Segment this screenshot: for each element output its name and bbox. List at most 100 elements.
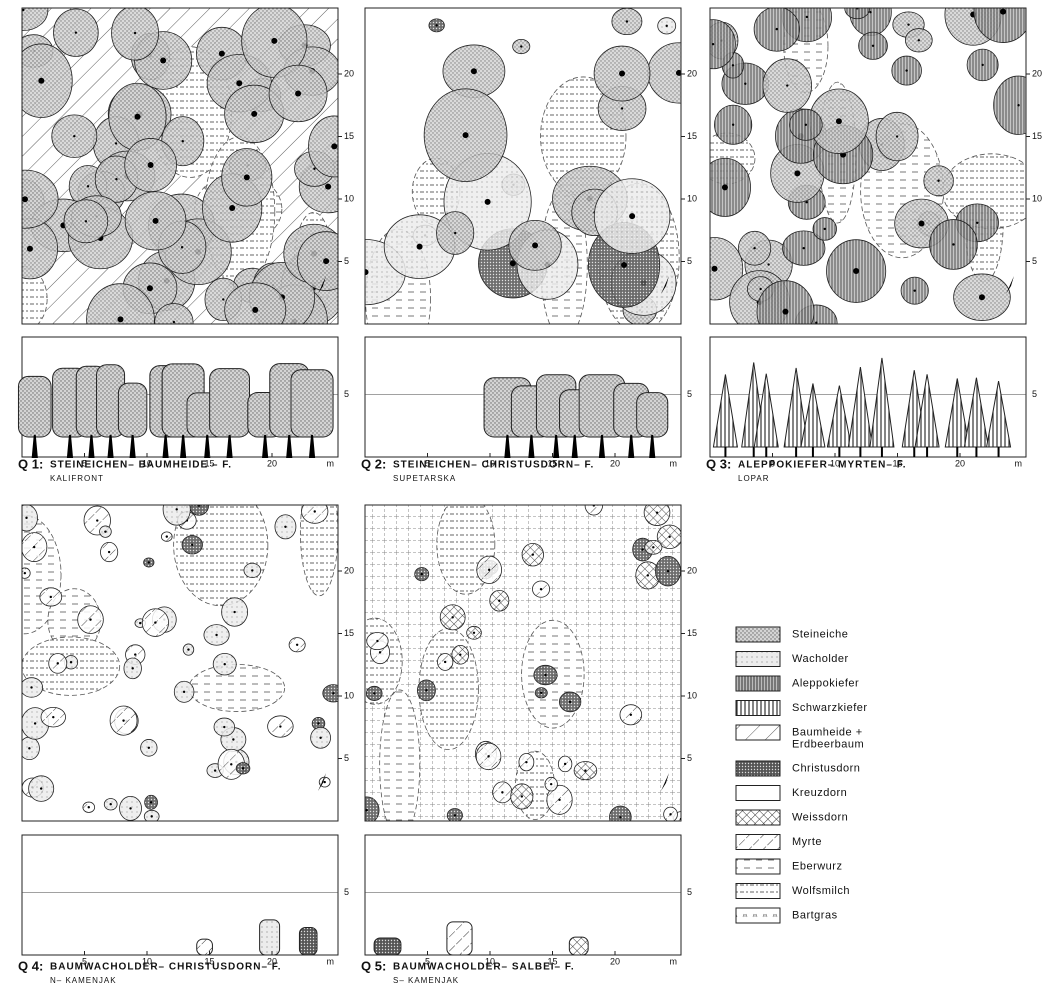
panel: 5 10 15 20 5 5 10 15 20 m Q 3: ALEPPOKIEFER– MYRTEN… xyxy=(706,7,1042,483)
stem xyxy=(323,258,330,265)
stem xyxy=(805,15,809,19)
stem xyxy=(459,653,462,656)
profile-unit: m xyxy=(327,956,335,966)
stem xyxy=(782,308,789,315)
stem xyxy=(73,134,76,138)
profile-tick-label: 5 xyxy=(425,458,430,468)
herb-patch xyxy=(299,505,338,597)
crown xyxy=(22,8,49,31)
stem xyxy=(823,227,826,231)
trunk xyxy=(31,434,38,458)
stem xyxy=(621,261,628,268)
profile-tick-label: 10 xyxy=(142,458,152,468)
profile-unit: m xyxy=(670,956,678,966)
crown xyxy=(643,505,671,526)
trunk xyxy=(66,434,74,458)
stem xyxy=(462,132,469,139)
profile-tick-label: 20 xyxy=(610,956,620,966)
stem xyxy=(532,242,539,249)
profile-tick-label: 20 xyxy=(610,458,620,468)
stem xyxy=(619,70,626,77)
profile-tick-label: 15 xyxy=(547,956,557,966)
panel-location: LOPAR xyxy=(738,474,770,483)
crown xyxy=(973,8,1026,43)
stem xyxy=(271,37,278,44)
crown xyxy=(22,169,59,229)
stem xyxy=(744,82,747,85)
profile-tick-label: 15 xyxy=(892,458,902,468)
stem xyxy=(117,316,124,323)
stem xyxy=(284,525,287,529)
legend-label: Eberwurz xyxy=(792,860,842,872)
stem xyxy=(223,662,226,666)
stem xyxy=(568,700,572,704)
stem xyxy=(759,287,762,291)
plan-vegetation xyxy=(22,505,338,821)
legend-label: Aleppokiefer xyxy=(792,677,859,689)
panel-title: STEINEICHEN– BAUMHEIDE – F. xyxy=(50,460,232,471)
panel-title: BAUMWACHOLDER– SALBEI– F. xyxy=(393,962,575,973)
plan-tick-label: 20 xyxy=(1032,68,1042,78)
stem xyxy=(420,572,423,576)
trunk xyxy=(129,434,136,458)
stem xyxy=(501,791,504,794)
stem xyxy=(236,80,243,87)
stem xyxy=(711,265,718,272)
legend-swatch xyxy=(735,760,781,777)
stem xyxy=(665,24,668,28)
stem xyxy=(223,725,226,729)
stem xyxy=(666,569,670,573)
crown xyxy=(86,283,155,324)
stem xyxy=(978,294,985,301)
stem xyxy=(213,769,217,772)
profile-tick-label: 5 xyxy=(425,956,430,966)
profile-tick-label: 10 xyxy=(142,956,152,966)
stem xyxy=(976,221,979,225)
stem xyxy=(804,123,808,126)
plan-tick-label: 5 xyxy=(687,753,692,763)
stem xyxy=(802,246,805,250)
legend-label: Erdbeerbaum xyxy=(792,738,864,750)
stem xyxy=(319,736,322,739)
stem xyxy=(584,769,587,772)
crown xyxy=(301,505,329,524)
stem xyxy=(22,8,25,12)
stem xyxy=(668,535,671,538)
panel-label: Q 2: xyxy=(361,456,386,471)
plan-tick-label: 10 xyxy=(344,193,354,203)
trunk xyxy=(553,434,560,458)
height-tick-label: 5 xyxy=(344,389,349,399)
stem xyxy=(416,243,423,250)
legend-label: Weissdorn xyxy=(792,811,848,823)
stem xyxy=(805,201,808,204)
stem xyxy=(425,689,428,692)
stem xyxy=(152,217,159,224)
legend-swatch xyxy=(735,626,781,643)
panel-title: ALEPPOKIEFER– MYRTEN– F. xyxy=(738,460,906,471)
stem xyxy=(563,762,567,766)
legend-label: Baumheide + xyxy=(792,726,863,738)
trunk xyxy=(571,434,578,458)
stem xyxy=(544,673,547,677)
profile-tick-label: 15 xyxy=(547,458,557,468)
stem xyxy=(453,814,457,817)
stem xyxy=(56,662,59,665)
stem xyxy=(230,763,233,766)
stem xyxy=(180,246,184,249)
plan-tick-label: 5 xyxy=(344,256,349,266)
stem xyxy=(472,631,476,634)
plan-tick-label: 15 xyxy=(687,131,697,141)
stem xyxy=(23,571,27,575)
legend-label: Steineiche xyxy=(792,628,848,640)
stem xyxy=(540,691,543,695)
legend-swatch xyxy=(735,651,781,667)
stem xyxy=(147,746,151,750)
north-arrow xyxy=(318,773,326,791)
stem xyxy=(295,643,299,646)
plan-tick-label: 15 xyxy=(687,628,697,638)
profile-tick-label: 20 xyxy=(267,458,277,468)
panel: 5 10 15 20 5 5 10 15 20 m Q 5: BAUMWACHOLDER– SALBE… xyxy=(361,504,697,985)
shrub-profile xyxy=(259,919,281,956)
stem xyxy=(675,69,681,76)
trunk xyxy=(262,434,269,458)
